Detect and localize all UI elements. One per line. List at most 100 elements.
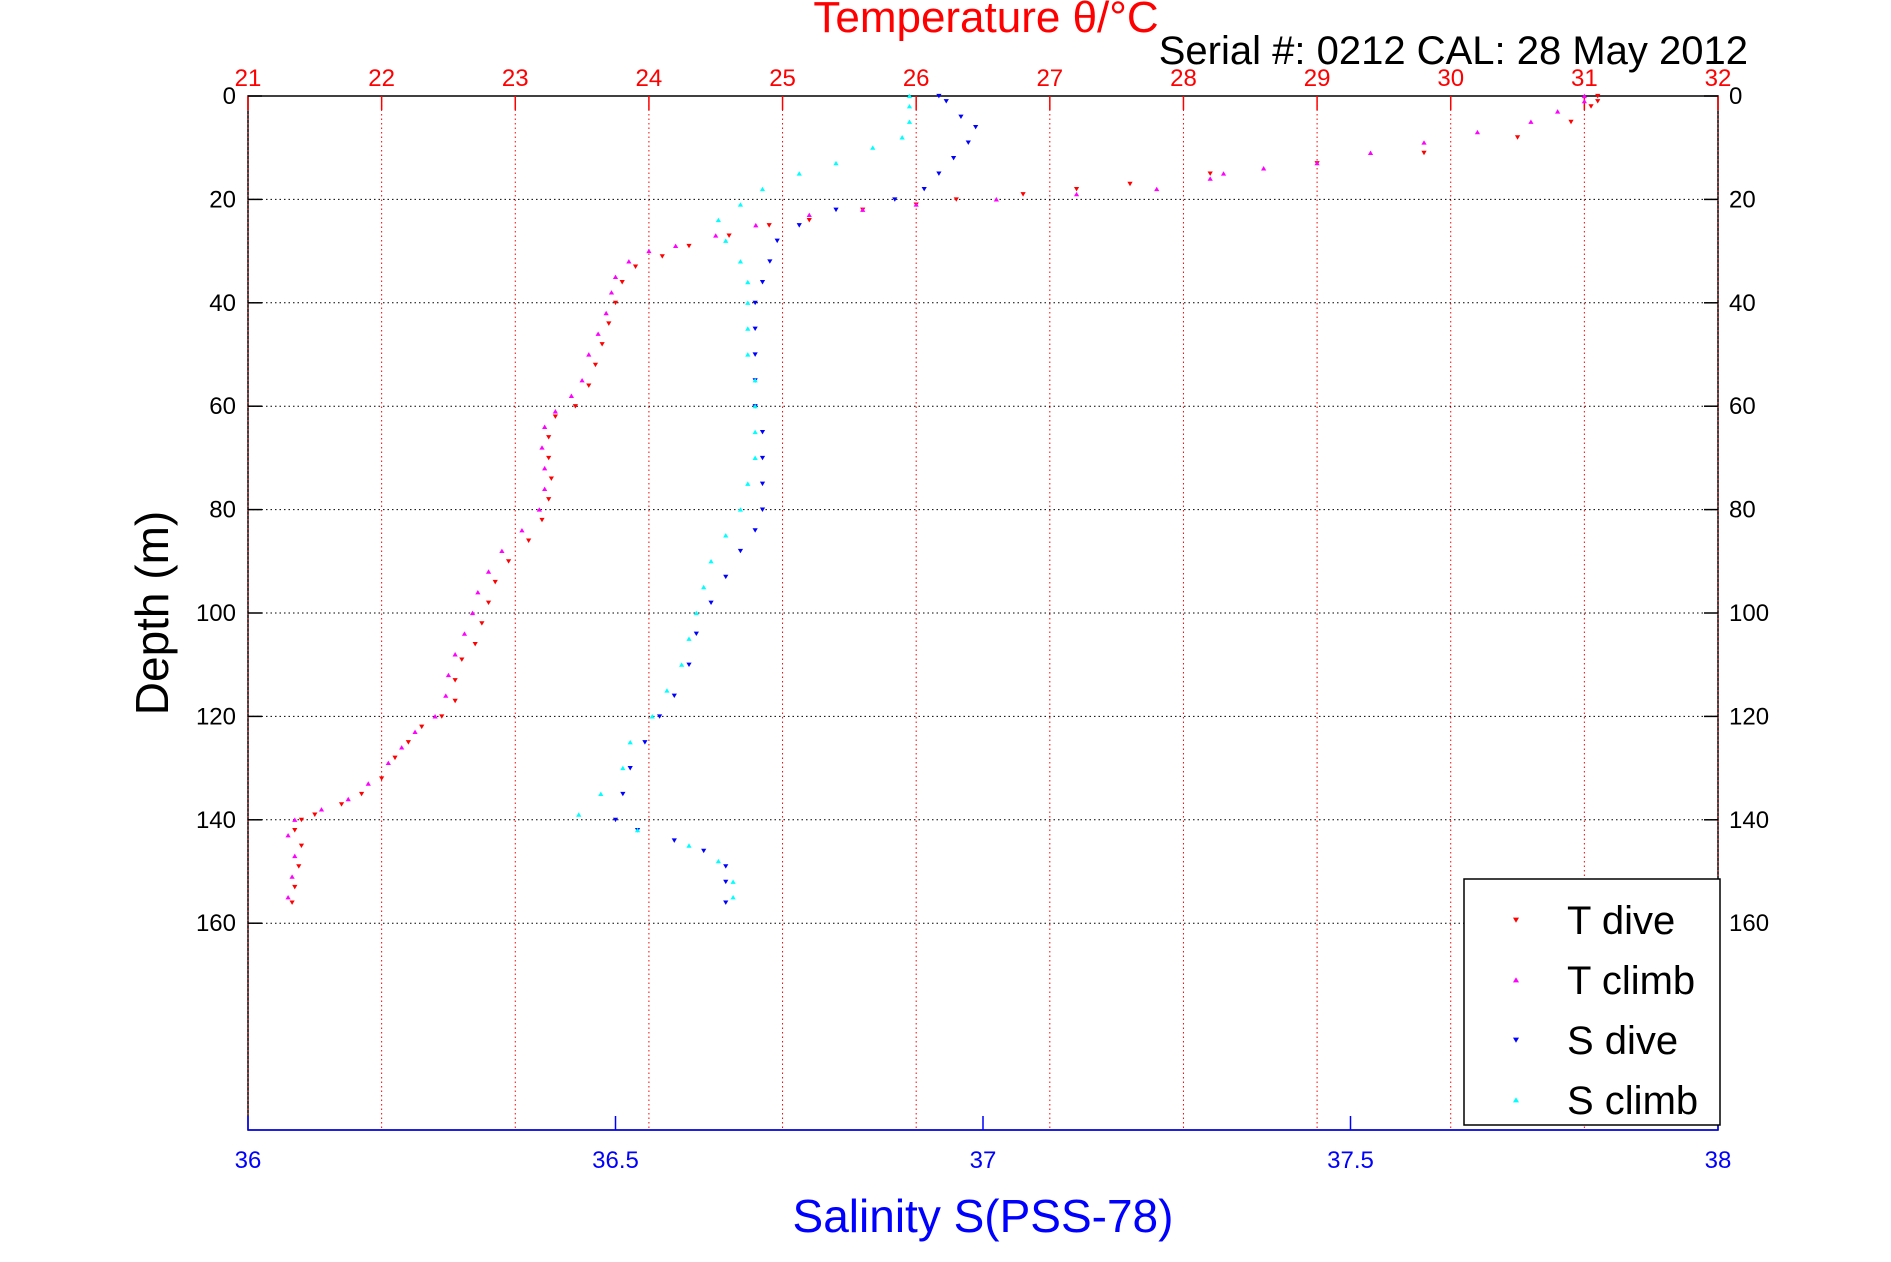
data-point bbox=[708, 558, 714, 564]
data-point bbox=[548, 476, 554, 481]
data-point bbox=[796, 223, 802, 228]
salinity-tick-label: 36.5 bbox=[592, 1147, 639, 1174]
depth-tick-label-right: 80 bbox=[1729, 497, 1756, 524]
data-point bbox=[292, 817, 298, 822]
data-point bbox=[766, 223, 772, 228]
data-point bbox=[452, 652, 458, 657]
data-point bbox=[833, 207, 839, 213]
data-point bbox=[943, 99, 949, 104]
legend-label: S dive bbox=[1567, 1019, 1678, 1063]
data-point bbox=[1207, 171, 1213, 176]
depth-tick-label-left: 60 bbox=[209, 393, 236, 420]
data-point bbox=[906, 104, 913, 109]
temperature-tick-label: 27 bbox=[1036, 65, 1063, 92]
data-point bbox=[595, 331, 601, 336]
data-point bbox=[759, 280, 766, 285]
data-point bbox=[1474, 129, 1481, 135]
data-point bbox=[686, 243, 692, 249]
data-point bbox=[612, 300, 619, 306]
data-point bbox=[745, 326, 751, 331]
data-point bbox=[606, 321, 612, 326]
temperature-tick-label: 23 bbox=[502, 65, 529, 92]
data-point bbox=[965, 140, 971, 145]
data-point bbox=[459, 657, 465, 662]
x-axis-label: Salinity S(PSS-78) bbox=[793, 1190, 1174, 1242]
data-point bbox=[312, 812, 318, 817]
legend-label: S climb bbox=[1567, 1079, 1698, 1123]
data-point bbox=[338, 802, 345, 807]
depth-tick-label-right: 0 bbox=[1729, 83, 1742, 110]
data-point bbox=[752, 326, 758, 331]
data-point bbox=[723, 879, 729, 885]
data-point bbox=[936, 171, 942, 176]
data-point bbox=[646, 248, 652, 254]
data-point bbox=[973, 124, 979, 130]
data-point bbox=[679, 662, 685, 667]
data-point bbox=[539, 517, 545, 523]
data-point bbox=[612, 817, 619, 823]
temperature-tick-label: 29 bbox=[1304, 65, 1331, 92]
data-point bbox=[1421, 140, 1427, 145]
data-point bbox=[405, 740, 411, 745]
data-point bbox=[693, 610, 699, 616]
depth-tick-label-left: 20 bbox=[209, 186, 236, 213]
depth-tick-label-right: 100 bbox=[1729, 600, 1769, 627]
data-point bbox=[730, 879, 736, 884]
data-point bbox=[546, 435, 552, 440]
data-point bbox=[432, 714, 438, 719]
data-point bbox=[693, 631, 699, 637]
data-point bbox=[552, 409, 558, 414]
data-point bbox=[1367, 150, 1374, 155]
data-point bbox=[745, 481, 751, 486]
temperature-tick-label: 31 bbox=[1571, 65, 1598, 92]
data-point bbox=[542, 465, 548, 471]
data-point bbox=[632, 264, 639, 269]
data-point bbox=[1421, 150, 1427, 156]
data-point bbox=[767, 259, 773, 264]
salinity-tick-label: 36 bbox=[235, 1147, 262, 1174]
data-point bbox=[298, 817, 305, 823]
data-point bbox=[723, 864, 729, 869]
series-s-dive bbox=[612, 93, 979, 905]
data-point bbox=[657, 714, 663, 719]
data-point bbox=[737, 548, 744, 554]
data-point bbox=[759, 455, 766, 461]
data-point bbox=[1568, 119, 1574, 125]
data-point bbox=[737, 507, 744, 512]
data-points bbox=[285, 93, 1601, 905]
y-axis-label: Depth (m) bbox=[126, 511, 178, 715]
data-point bbox=[289, 874, 295, 879]
temperature-tick-label: 28 bbox=[1170, 65, 1197, 92]
data-point bbox=[759, 481, 766, 487]
data-point bbox=[806, 218, 812, 223]
data-point bbox=[620, 791, 626, 797]
data-point bbox=[469, 610, 476, 616]
salinity-tick-label: 38 bbox=[1705, 1147, 1732, 1174]
data-point bbox=[576, 812, 582, 817]
data-point bbox=[715, 217, 721, 223]
data-point bbox=[673, 243, 679, 249]
data-point bbox=[708, 600, 714, 605]
data-point bbox=[1314, 160, 1320, 166]
data-point bbox=[285, 895, 291, 900]
data-point bbox=[546, 497, 552, 502]
grid bbox=[247, 95, 1719, 1130]
data-point bbox=[860, 207, 866, 212]
data-point bbox=[759, 507, 766, 512]
legend-marker bbox=[1513, 1037, 1519, 1043]
depth-tick-label-right: 120 bbox=[1729, 703, 1769, 730]
data-point bbox=[292, 853, 298, 859]
data-point bbox=[752, 429, 758, 435]
salinity-tick-label: 37 bbox=[970, 1147, 997, 1174]
data-point bbox=[701, 584, 707, 590]
data-point bbox=[686, 636, 692, 641]
data-point bbox=[774, 238, 780, 244]
data-point bbox=[921, 186, 927, 192]
data-point bbox=[752, 352, 758, 357]
data-point bbox=[634, 827, 641, 833]
data-point bbox=[318, 807, 325, 812]
data-point bbox=[1020, 192, 1026, 197]
data-point bbox=[1595, 99, 1601, 104]
data-point bbox=[619, 280, 625, 285]
